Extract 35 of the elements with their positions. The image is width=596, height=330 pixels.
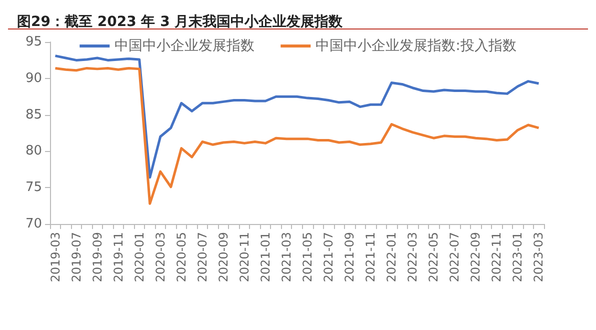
x-tick-label: 2023-03 [532, 232, 546, 282]
y-tick-label: 70 [25, 216, 42, 232]
y-tick-label: 95 [25, 34, 42, 50]
x-tick-label: 2021-03 [279, 232, 294, 282]
x-tick-label: 2022-11 [490, 232, 504, 282]
x-tick-label: 2019-03 [48, 232, 62, 282]
x-tick-label: 2021-07 [322, 232, 336, 282]
x-tick-label: 2022-05 [426, 232, 441, 282]
x-tick-label: 2022-07 [448, 232, 462, 282]
x-tick-label: 2019-09 [90, 232, 104, 282]
x-tick-label: 2020-01 [132, 232, 146, 282]
x-tick-label: 2022-01 [384, 232, 399, 282]
x-tick-label: 2019-11 [111, 232, 126, 282]
x-tick-label: 2021-05 [300, 232, 315, 282]
legend-label: 中国中小企业发展指数:投入指数 [316, 38, 516, 54]
chart-title: 图29：截至 2023 年 3 月末我国中小企业发展指数 [17, 14, 344, 30]
x-tick-label: 2022-03 [406, 232, 420, 282]
y-tick-label: 90 [25, 70, 42, 86]
x-tick-label: 2020-09 [216, 232, 230, 282]
x-tick-label: 2020-05 [174, 232, 188, 282]
x-tick-label: 2021-01 [258, 232, 272, 282]
x-tick-label: 2023-01 [510, 232, 525, 282]
x-tick-label: 2019-07 [69, 232, 84, 282]
x-tick-label: 2022-09 [468, 232, 483, 282]
x-tick-label: 2020-11 [237, 232, 252, 282]
y-tick-label: 80 [25, 144, 42, 159]
x-tick-label: 2020-03 [153, 232, 168, 282]
x-tick-label: 2021-09 [342, 232, 357, 282]
y-tick-label: 85 [25, 107, 42, 122]
x-tick-label: 2020-07 [195, 232, 210, 282]
legend-label: 中国中小企业发展指数 [114, 38, 255, 54]
x-tick-label: 2021-11 [364, 232, 378, 282]
y-tick-label: 75 [25, 180, 42, 196]
line-series [54, 66, 540, 205]
line-series [54, 54, 540, 179]
